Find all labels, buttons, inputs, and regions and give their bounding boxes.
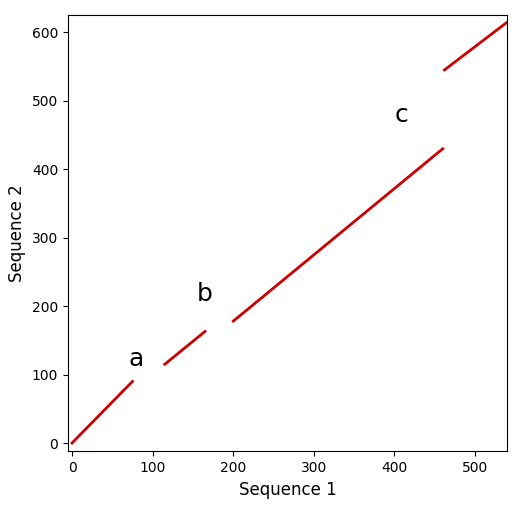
Text: b: b: [197, 282, 213, 306]
Text: a: a: [129, 347, 144, 371]
X-axis label: Sequence 1: Sequence 1: [239, 481, 336, 498]
Y-axis label: Sequence 2: Sequence 2: [8, 185, 26, 282]
Text: c: c: [394, 103, 408, 127]
